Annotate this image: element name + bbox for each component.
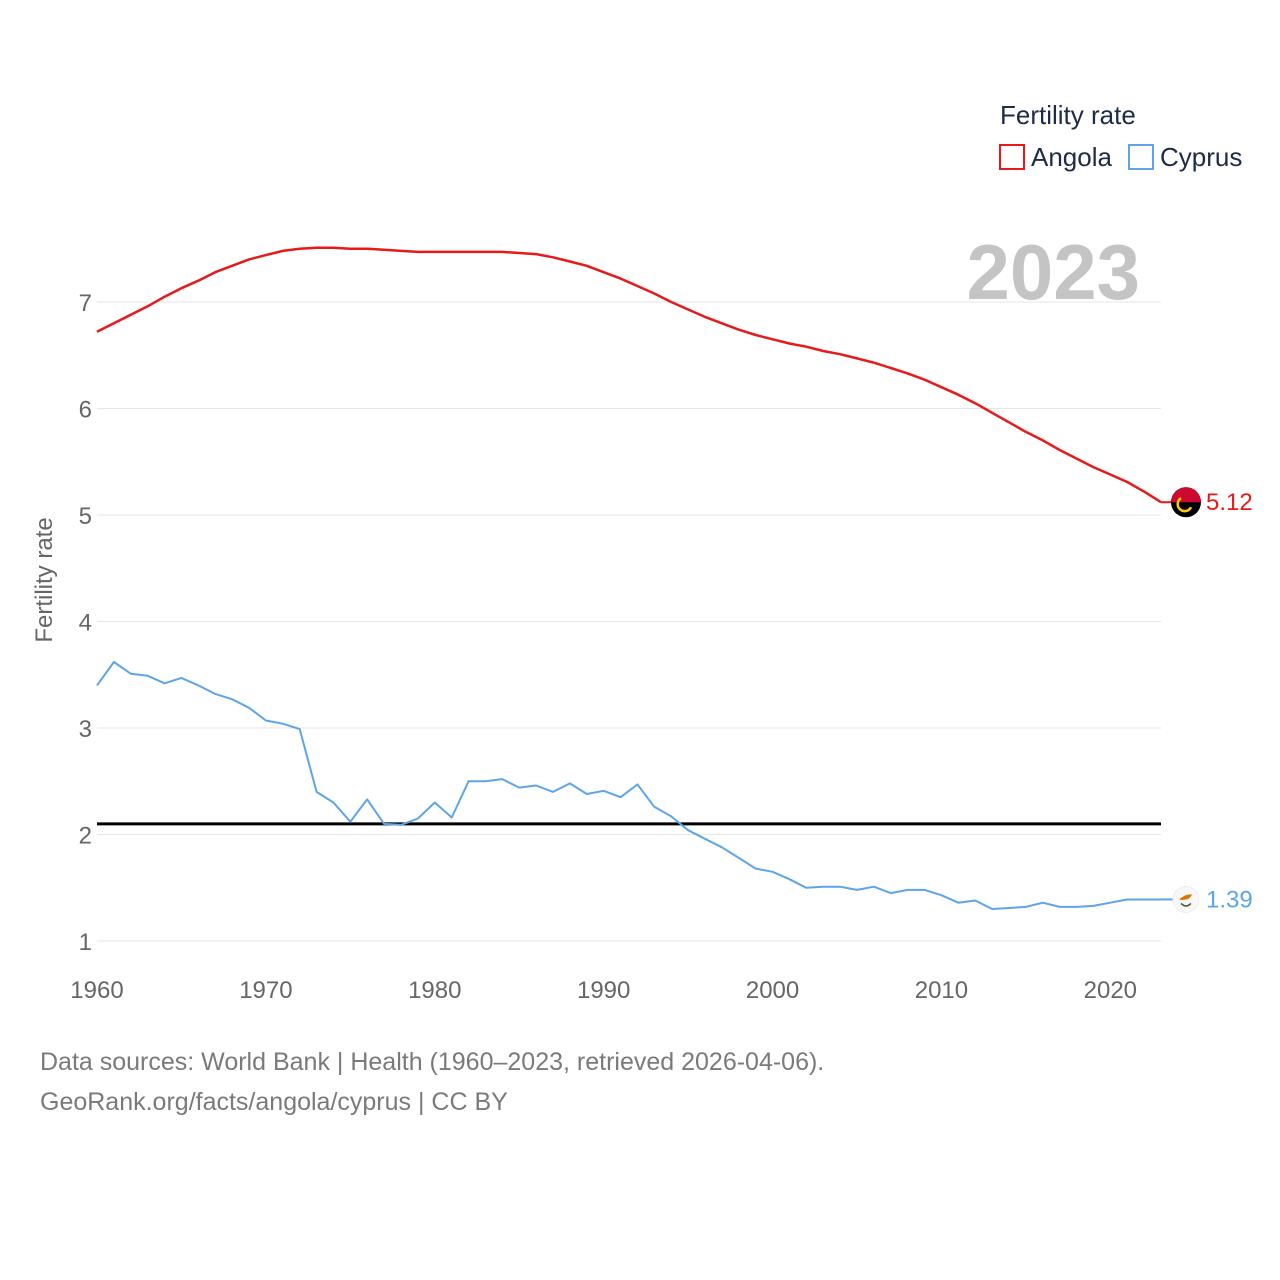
end-value-label: 1.39: [1206, 886, 1253, 913]
y-tick-label: 3: [79, 716, 92, 743]
legend-swatch-cyprus: [1128, 144, 1154, 170]
fertility-rate-chart: 1 2 3 4 5 6 7 1960 1970 1980 1990 2000 2010 2020 Fer…: [31, 100, 1253, 1004]
series-line-angola[interactable]: [96, 246, 1162, 504]
x-tick-label: 1980: [408, 977, 461, 1004]
y-tick-label: 7: [79, 290, 92, 317]
x-tick-label: 1960: [70, 977, 123, 1004]
flag-emblem: [1176, 497, 1193, 513]
y-tick-label: 1: [79, 929, 92, 956]
year-label: 2023: [966, 228, 1140, 316]
series-layer: [96, 246, 1162, 910]
x-tick-label: 1990: [577, 977, 630, 1004]
end-value-label: 5.12: [1206, 489, 1253, 516]
grid-lines: [97, 301, 1161, 942]
legend-title: Fertility rate: [1000, 100, 1136, 130]
y-tick-label: 4: [79, 610, 92, 637]
x-tick-label: 2000: [746, 977, 799, 1004]
source-footer: Data sources: World Bank | Health (1960–…: [40, 1042, 824, 1122]
x-tick-label: 1970: [239, 977, 292, 1004]
y-axis-title: Fertility rate: [31, 517, 58, 642]
cyprus-flag-icon: [1172, 885, 1200, 913]
flag-island: [1179, 894, 1192, 900]
legend-label-cyprus: Cyprus: [1160, 142, 1242, 172]
end-markers: 5.12 1.39: [1161, 487, 1253, 913]
y-tick-label: 2: [79, 823, 92, 850]
legend-swatch-angola: [999, 144, 1025, 170]
series-line-cyprus[interactable]: [96, 661, 1161, 910]
legend-item-angola[interactable]: Angola: [999, 142, 1112, 172]
y-tick-label: 6: [79, 397, 92, 424]
legend-item-cyprus[interactable]: Cyprus: [1128, 142, 1242, 172]
x-axis-ticks: 1960 1970 1980 1990 2000 2010 2020: [70, 977, 1137, 1004]
flag-olive-branches: [1180, 902, 1192, 907]
angola-flag-icon: [1171, 487, 1201, 518]
legend: Fertility rate Angola Cyprus: [999, 100, 1242, 172]
source-line: Data sources: World Bank | Health (1960–…: [40, 1048, 825, 1076]
x-tick-label: 2010: [915, 977, 968, 1004]
flag-red-half: [1171, 487, 1201, 503]
legend-label-angola: Angola: [1031, 142, 1112, 172]
y-axis-ticks: 1 2 3 4 5 6 7: [79, 290, 92, 956]
y-tick-label: 5: [79, 503, 92, 530]
source-url[interactable]: GeoRank.org/facts/angola/cyprus | CC BY: [40, 1088, 508, 1116]
x-tick-label: 2020: [1084, 977, 1137, 1004]
